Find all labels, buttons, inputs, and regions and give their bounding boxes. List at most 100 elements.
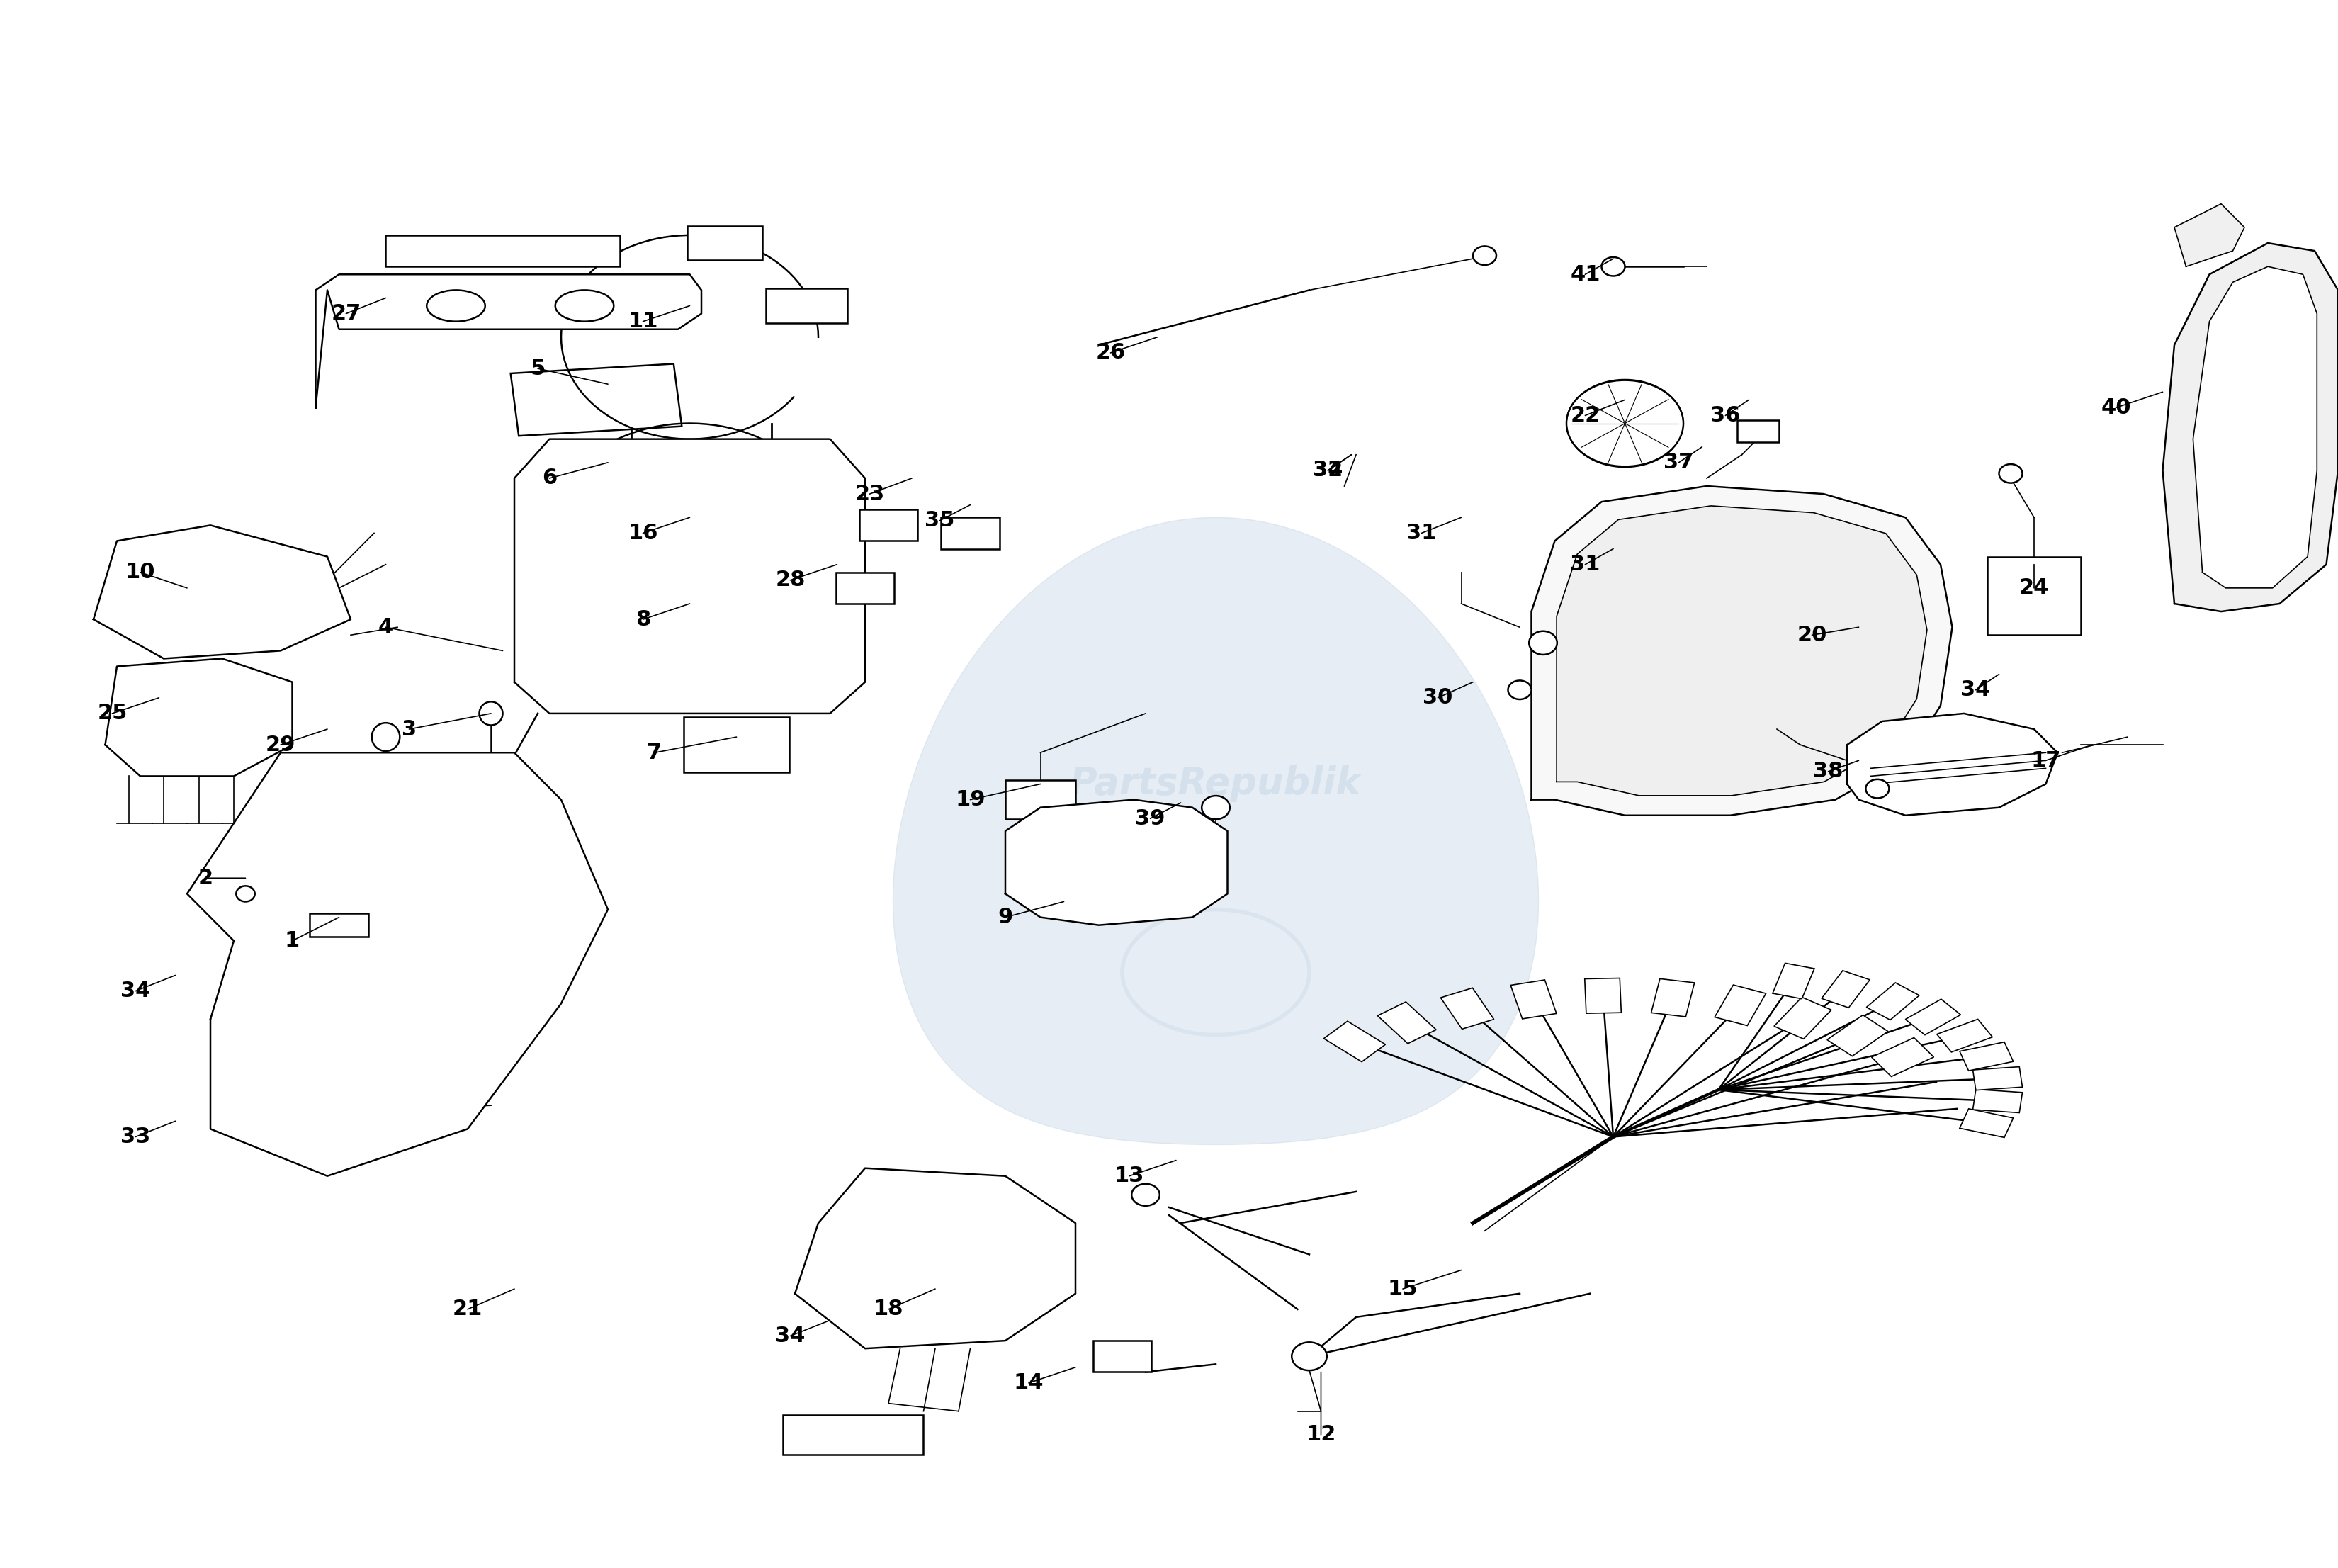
Text: 36: 36 (1711, 405, 1739, 426)
Text: 30: 30 (1424, 687, 1452, 709)
Polygon shape (893, 517, 1538, 1145)
Text: 35: 35 (926, 510, 954, 532)
Polygon shape (105, 659, 292, 776)
Text: 39: 39 (1136, 808, 1164, 829)
Polygon shape (1557, 506, 1927, 795)
FancyBboxPatch shape (1714, 985, 1765, 1025)
Text: 23: 23 (856, 483, 884, 505)
Ellipse shape (1529, 630, 1557, 655)
Text: 25: 25 (98, 702, 126, 724)
Text: 34: 34 (122, 980, 150, 1002)
FancyBboxPatch shape (309, 913, 367, 936)
Ellipse shape (1566, 379, 1683, 467)
Text: 9: 9 (998, 906, 1012, 928)
Ellipse shape (1473, 246, 1496, 265)
Text: 38: 38 (1814, 760, 1842, 782)
FancyBboxPatch shape (1772, 963, 1814, 999)
Ellipse shape (372, 723, 400, 751)
Text: 31: 31 (1407, 522, 1436, 544)
FancyBboxPatch shape (1959, 1109, 2013, 1137)
Polygon shape (316, 274, 701, 408)
FancyBboxPatch shape (687, 226, 762, 260)
Text: 27: 27 (332, 303, 360, 325)
FancyBboxPatch shape (1737, 420, 1779, 442)
FancyBboxPatch shape (1094, 1341, 1150, 1372)
Text: 26: 26 (1097, 342, 1125, 364)
Polygon shape (2163, 243, 2338, 612)
FancyBboxPatch shape (1005, 781, 1075, 818)
FancyBboxPatch shape (1866, 983, 1919, 1019)
FancyBboxPatch shape (1973, 1066, 2022, 1090)
FancyBboxPatch shape (1821, 971, 1870, 1008)
Text: 3: 3 (402, 718, 416, 740)
FancyBboxPatch shape (386, 235, 620, 267)
Text: 20: 20 (1798, 624, 1826, 646)
Text: 8: 8 (636, 608, 650, 630)
Text: 34: 34 (776, 1325, 804, 1347)
FancyBboxPatch shape (760, 494, 830, 525)
FancyBboxPatch shape (1651, 978, 1695, 1016)
Text: 13: 13 (1115, 1165, 1143, 1187)
Text: 34: 34 (1314, 459, 1342, 481)
Text: 12: 12 (1307, 1424, 1335, 1446)
Text: 32: 32 (1314, 459, 1342, 481)
Text: 31: 31 (1571, 554, 1599, 575)
FancyBboxPatch shape (1936, 1019, 1992, 1052)
Text: 4: 4 (379, 616, 393, 638)
Ellipse shape (1202, 795, 1230, 818)
Ellipse shape (236, 886, 255, 902)
FancyBboxPatch shape (1987, 557, 2081, 635)
Text: 19: 19 (956, 789, 984, 811)
FancyBboxPatch shape (1826, 1014, 1889, 1057)
Ellipse shape (1602, 257, 1625, 276)
FancyBboxPatch shape (683, 717, 790, 771)
Ellipse shape (556, 290, 613, 321)
Ellipse shape (1293, 1342, 1328, 1370)
Ellipse shape (479, 701, 503, 724)
FancyBboxPatch shape (1377, 1002, 1436, 1044)
Text: 11: 11 (629, 310, 657, 332)
FancyBboxPatch shape (1510, 980, 1557, 1019)
FancyBboxPatch shape (837, 572, 893, 604)
FancyBboxPatch shape (1870, 1038, 1934, 1077)
Text: 22: 22 (1571, 405, 1599, 426)
Ellipse shape (1866, 779, 1889, 798)
Polygon shape (187, 753, 608, 1176)
Text: 2: 2 (199, 867, 213, 889)
Text: 34: 34 (1962, 679, 1990, 701)
Polygon shape (1005, 800, 1227, 925)
Text: PartsRepublik: PartsRepublik (1071, 765, 1361, 803)
Text: 40: 40 (2102, 397, 2130, 419)
FancyBboxPatch shape (1323, 1021, 1386, 1062)
FancyBboxPatch shape (1775, 997, 1831, 1040)
Ellipse shape (426, 290, 486, 321)
FancyBboxPatch shape (1440, 988, 1494, 1029)
Text: 7: 7 (648, 742, 662, 764)
Polygon shape (795, 1168, 1075, 1348)
Polygon shape (2193, 267, 2317, 588)
FancyBboxPatch shape (1905, 999, 1962, 1035)
Text: 6: 6 (542, 467, 556, 489)
Text: 21: 21 (454, 1298, 482, 1320)
Text: 15: 15 (1389, 1278, 1417, 1300)
FancyBboxPatch shape (940, 517, 1001, 549)
Ellipse shape (1132, 1184, 1160, 1206)
FancyBboxPatch shape (765, 289, 846, 323)
Text: 41: 41 (1571, 263, 1599, 285)
FancyBboxPatch shape (510, 364, 683, 436)
FancyBboxPatch shape (1973, 1090, 2022, 1113)
Text: 16: 16 (629, 522, 657, 544)
Polygon shape (94, 525, 351, 659)
Text: 29: 29 (267, 734, 295, 756)
FancyBboxPatch shape (783, 1414, 924, 1455)
Text: 17: 17 (2032, 750, 2060, 771)
Text: 18: 18 (874, 1298, 902, 1320)
Polygon shape (1847, 713, 2057, 815)
Polygon shape (1531, 486, 1952, 815)
Polygon shape (2174, 204, 2244, 267)
FancyBboxPatch shape (860, 510, 916, 541)
FancyBboxPatch shape (1585, 978, 1620, 1013)
Text: 1: 1 (285, 930, 299, 952)
Text: 28: 28 (776, 569, 804, 591)
Text: 33: 33 (122, 1126, 150, 1148)
